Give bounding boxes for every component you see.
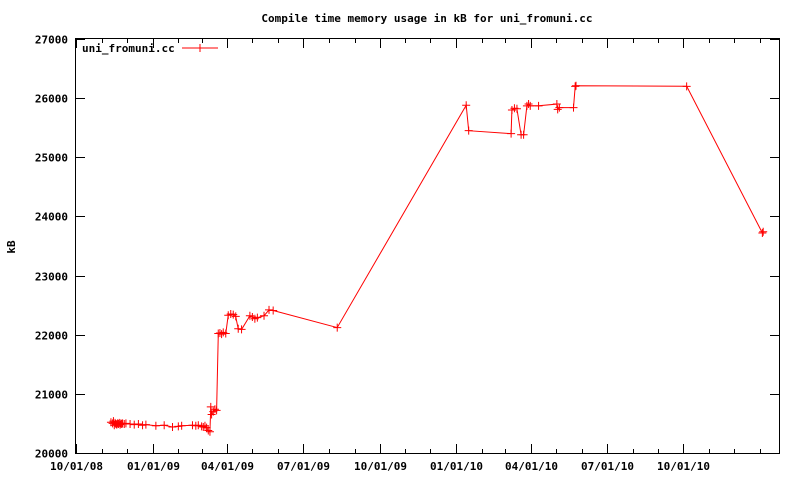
data-point-marker [199, 422, 208, 431]
data-point-marker [759, 227, 768, 236]
data-point-marker [126, 420, 135, 429]
y-axis-label: kB [5, 240, 18, 254]
data-point-marker [507, 129, 516, 138]
x-tick-label: 01/01/10 [430, 460, 483, 473]
data-point-marker [217, 330, 226, 339]
data-point-marker [524, 100, 533, 109]
data-point-marker [512, 104, 521, 113]
x-tick-label: 04/01/10 [505, 460, 558, 473]
data-point-marker [758, 228, 767, 237]
x-tick-label: 07/01/10 [581, 460, 634, 473]
legend-series-marker [196, 44, 204, 52]
data-point-marker [260, 311, 269, 320]
data-point-marker [168, 422, 177, 431]
data-point-marker [134, 420, 143, 429]
x-tick-label: 07/01/09 [277, 460, 330, 473]
data-point-marker [174, 422, 183, 431]
data-point-marker [194, 421, 203, 430]
data-point-marker [138, 421, 147, 430]
y-tick-label: 20000 [35, 448, 68, 461]
data-point-marker [571, 82, 580, 91]
data-point-marker [206, 402, 215, 411]
legend: uni_fromuni.cc [82, 42, 218, 55]
data-point-marker [464, 126, 473, 135]
data-point-marker [526, 101, 535, 110]
y-tick-label: 27000 [35, 34, 68, 47]
data-point-marker [682, 82, 691, 91]
data-point-marker [519, 130, 528, 139]
data-point-marker [212, 406, 221, 415]
chart-title: Compile time memory usage in kB for uni_… [261, 12, 592, 25]
x-tick-label: 10/01/08 [50, 460, 103, 473]
data-point-marker [231, 312, 240, 321]
y-tick-label: 21000 [35, 389, 68, 402]
plot-frame [75, 38, 780, 454]
data-point-marker [200, 421, 209, 430]
data-point-marker [265, 305, 274, 314]
data-point-marker [204, 426, 213, 435]
data-point-marker [215, 328, 224, 337]
x-axis-ticks: 10/01/08 01/01/09 04/01/09 07/01/09 10/01/09… [50, 39, 761, 473]
data-point-marker [197, 422, 206, 431]
data-point-marker [177, 421, 186, 430]
data-point-marker [237, 325, 246, 334]
y-tick-label: 25000 [35, 152, 68, 165]
y-axis-ticks: 20000 21000 22000 23000 24000 25000 26000 27000 [35, 34, 779, 461]
x-tick-label: 04/01/09 [201, 460, 254, 473]
x-tick-label: 10/01/10 [657, 460, 710, 473]
series-layer [106, 81, 768, 436]
data-point-marker [569, 103, 578, 112]
data-point-marker [333, 323, 342, 332]
data-point-marker [253, 313, 262, 322]
data-point-marker [130, 420, 139, 429]
data-point-marker [269, 306, 278, 315]
data-point-marker [141, 420, 150, 429]
data-point-marker [234, 324, 243, 333]
legend-series-label: uni_fromuni.cc [82, 42, 175, 55]
y-tick-label: 23000 [35, 271, 68, 284]
x-tick-label: 10/01/09 [354, 460, 407, 473]
data-point-marker [210, 405, 219, 414]
data-point-marker [221, 329, 230, 338]
y-tick-label: 22000 [35, 330, 68, 343]
data-point-marker [555, 103, 564, 112]
data-point-marker [205, 427, 214, 436]
data-point-marker [151, 421, 160, 430]
x-tick-label: 01/01/09 [127, 460, 180, 473]
data-point-marker [534, 101, 543, 110]
data-point-marker [462, 101, 471, 110]
y-tick-label: 24000 [35, 211, 68, 224]
series-line [110, 85, 764, 433]
data-point-marker [553, 105, 562, 114]
data-point-marker [572, 81, 581, 90]
data-point-marker [160, 421, 169, 430]
data-point-marker [121, 419, 130, 428]
data-point-marker [214, 329, 223, 338]
y-tick-label: 26000 [35, 93, 68, 106]
